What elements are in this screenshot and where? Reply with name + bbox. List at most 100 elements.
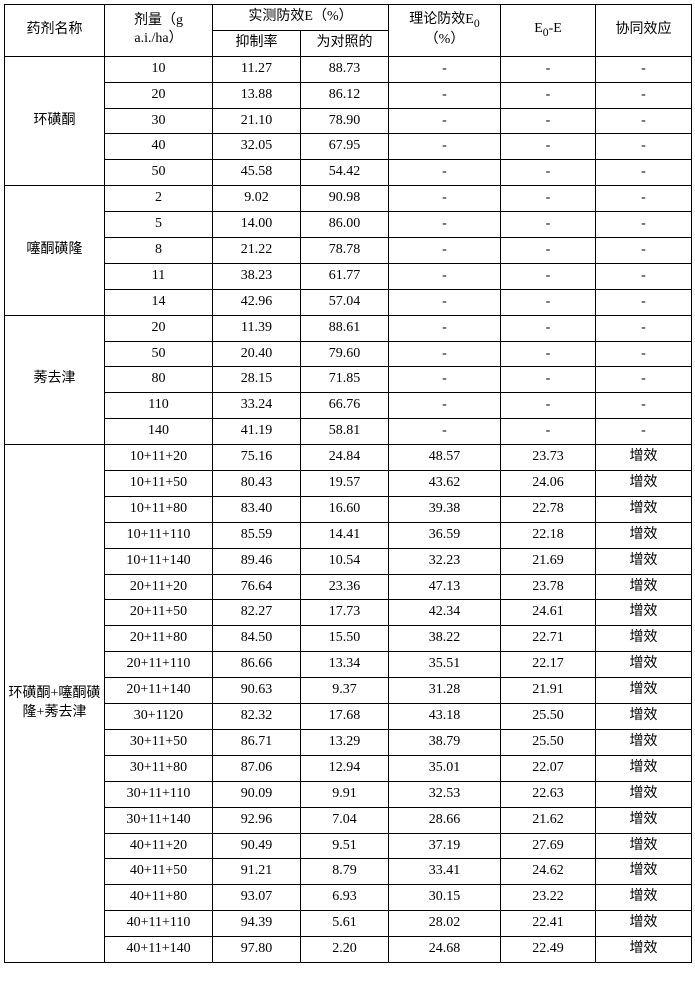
vs-control-cell: 61.77: [301, 263, 389, 289]
synergy-cell: 增效: [596, 496, 692, 522]
inhibition-rate-cell: 45.58: [213, 160, 301, 186]
table-row: 20+11+14090.639.3731.2821.91增效: [5, 678, 692, 704]
vs-control-cell: 57.04: [301, 289, 389, 315]
dose-cell: 10: [105, 56, 213, 82]
synergy-cell: 增效: [596, 729, 692, 755]
theoretical-cell: -: [389, 160, 501, 186]
synergy-cell: -: [596, 160, 692, 186]
inhibition-rate-cell: 92.96: [213, 807, 301, 833]
vs-control-cell: 12.94: [301, 755, 389, 781]
theoretical-cell: -: [389, 367, 501, 393]
table-row: 4032.0567.95---: [5, 134, 692, 160]
theoretical-cell: -: [389, 212, 501, 238]
vs-control-cell: 78.90: [301, 108, 389, 134]
theoretical-cell: 28.66: [389, 807, 501, 833]
difference-cell: -: [501, 108, 596, 134]
dose-cell: 40+11+80: [105, 885, 213, 911]
inhibition-rate-cell: 97.80: [213, 937, 301, 963]
dose-cell: 40+11+50: [105, 859, 213, 885]
dose-cell: 10+11+140: [105, 548, 213, 574]
difference-cell: 27.69: [501, 833, 596, 859]
theoretical-cell: 38.22: [389, 626, 501, 652]
table-row: 20+11+8084.5015.5038.2222.71增效: [5, 626, 692, 652]
synergy-cell: 增效: [596, 704, 692, 730]
dose-cell: 30+11+110: [105, 781, 213, 807]
difference-cell: -: [501, 160, 596, 186]
header-inhibition-rate: 抑制率: [213, 30, 301, 56]
vs-control-cell: 23.36: [301, 574, 389, 600]
dose-cell: 50: [105, 341, 213, 367]
theoretical-cell: -: [389, 186, 501, 212]
table-row: 莠去津2011.3988.61---: [5, 315, 692, 341]
inhibition-rate-cell: 82.32: [213, 704, 301, 730]
table-row: 8028.1571.85---: [5, 367, 692, 393]
table-row: 40+11+11094.395.6128.0222.41增效: [5, 911, 692, 937]
difference-cell: 22.63: [501, 781, 596, 807]
synergy-cell: 增效: [596, 807, 692, 833]
header-vs-control: 为对照的: [301, 30, 389, 56]
inhibition-rate-cell: 33.24: [213, 393, 301, 419]
vs-control-cell: 88.73: [301, 56, 389, 82]
difference-cell: -: [501, 238, 596, 264]
inhibition-rate-cell: 41.19: [213, 419, 301, 445]
difference-cell: -: [501, 419, 596, 445]
theoretical-cell: 37.19: [389, 833, 501, 859]
table-row: 2013.8886.12---: [5, 82, 692, 108]
difference-cell: 22.17: [501, 652, 596, 678]
vs-control-cell: 15.50: [301, 626, 389, 652]
inhibition-rate-cell: 93.07: [213, 885, 301, 911]
table-row: 514.0086.00---: [5, 212, 692, 238]
dose-cell: 140: [105, 419, 213, 445]
inhibition-rate-cell: 90.63: [213, 678, 301, 704]
difference-cell: 22.07: [501, 755, 596, 781]
inhibition-rate-cell: 20.40: [213, 341, 301, 367]
theoretical-cell: 32.53: [389, 781, 501, 807]
table-row: 噻酮磺隆29.0290.98---: [5, 186, 692, 212]
synergy-cell: 增效: [596, 885, 692, 911]
dose-cell: 14: [105, 289, 213, 315]
vs-control-cell: 8.79: [301, 859, 389, 885]
theoretical-cell: -: [389, 82, 501, 108]
dose-cell: 10+11+110: [105, 522, 213, 548]
dose-cell: 30+1120: [105, 704, 213, 730]
synergy-cell: 增效: [596, 678, 692, 704]
inhibition-rate-cell: 86.71: [213, 729, 301, 755]
synergy-cell: 增效: [596, 600, 692, 626]
dose-cell: 80: [105, 367, 213, 393]
synergy-cell: 增效: [596, 859, 692, 885]
vs-control-cell: 2.20: [301, 937, 389, 963]
dose-cell: 20+11+80: [105, 626, 213, 652]
synergy-cell: 增效: [596, 471, 692, 497]
table-row: 14041.1958.81---: [5, 419, 692, 445]
synergy-cell: -: [596, 186, 692, 212]
table-row: 10+11+8083.4016.6039.3822.78增效: [5, 496, 692, 522]
difference-cell: -: [501, 315, 596, 341]
difference-cell: 21.91: [501, 678, 596, 704]
dose-cell: 40+11+140: [105, 937, 213, 963]
dose-cell: 50: [105, 160, 213, 186]
table-row: 30+11+8087.0612.9435.0122.07增效: [5, 755, 692, 781]
theoretical-cell: 43.18: [389, 704, 501, 730]
table-row: 40+11+8093.076.9330.1523.22增效: [5, 885, 692, 911]
synergy-cell: 增效: [596, 755, 692, 781]
vs-control-cell: 54.42: [301, 160, 389, 186]
vs-control-cell: 7.04: [301, 807, 389, 833]
dose-cell: 11: [105, 263, 213, 289]
synergy-cell: -: [596, 315, 692, 341]
synergy-cell: -: [596, 238, 692, 264]
inhibition-rate-cell: 94.39: [213, 911, 301, 937]
theoretical-cell: 28.02: [389, 911, 501, 937]
inhibition-rate-cell: 76.64: [213, 574, 301, 600]
table-row: 40+11+5091.218.7933.4124.62增效: [5, 859, 692, 885]
synergy-cell: -: [596, 134, 692, 160]
theoretical-cell: 38.79: [389, 729, 501, 755]
inhibition-rate-cell: 32.05: [213, 134, 301, 160]
inhibition-rate-cell: 91.21: [213, 859, 301, 885]
theoretical-cell: 32.23: [389, 548, 501, 574]
table-row: 3021.1078.90---: [5, 108, 692, 134]
header-dose: 剂量（ga.i./ha）: [105, 5, 213, 57]
theoretical-cell: -: [389, 134, 501, 160]
synergy-cell: -: [596, 367, 692, 393]
dose-cell: 30+11+50: [105, 729, 213, 755]
synergy-cell: -: [596, 263, 692, 289]
